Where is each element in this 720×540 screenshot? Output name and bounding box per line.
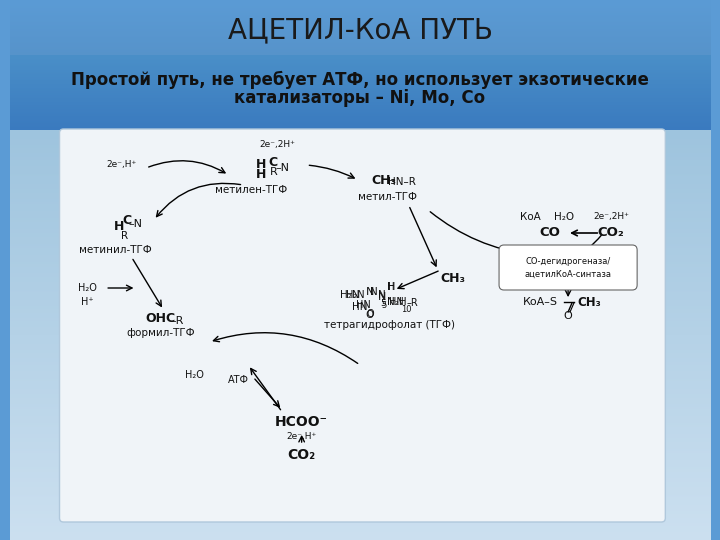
FancyBboxPatch shape (60, 129, 665, 522)
Text: 2e⁻,2H⁺: 2e⁻,2H⁺ (593, 213, 629, 221)
Text: тетрагидрофолат (ТГФ): тетрагидрофолат (ТГФ) (324, 320, 454, 330)
Text: H: H (388, 282, 396, 292)
Text: R: R (121, 231, 128, 241)
Text: H₂N: H₂N (346, 290, 364, 300)
Text: катализаторы – Ni, Mo, Co: катализаторы – Ni, Mo, Co (235, 89, 485, 107)
Text: АЦЕТИЛ-КоА ПУТЬ: АЦЕТИЛ-КоА ПУТЬ (228, 16, 492, 44)
Text: 2e⁻,H⁺: 2e⁻,H⁺ (287, 433, 317, 442)
Text: CH₃: CH₃ (577, 295, 601, 308)
Text: C: C (122, 213, 131, 226)
Text: O: O (564, 311, 572, 321)
Text: –N: –N (275, 163, 289, 173)
Text: CH₃: CH₃ (372, 173, 397, 186)
Text: 2e⁻,H⁺: 2e⁻,H⁺ (107, 160, 137, 170)
FancyBboxPatch shape (499, 245, 637, 290)
Text: H₂O: H₂O (554, 212, 575, 222)
Text: ацетилКоА-синтаза: ацетилКоА-синтаза (525, 269, 611, 279)
Text: H: H (256, 168, 266, 181)
Text: метилен-ТГФ: метилен-ТГФ (215, 185, 287, 195)
Text: H: H (387, 282, 395, 292)
Text: CO: CO (539, 226, 560, 240)
Text: 5: 5 (382, 300, 387, 309)
Text: H⁺: H⁺ (81, 297, 94, 307)
Text: HN: HN (356, 300, 370, 310)
Text: 10: 10 (402, 306, 412, 314)
Text: 2e⁻,2H⁺: 2e⁻,2H⁺ (259, 140, 295, 150)
Text: метинил-ТГФ: метинил-ТГФ (78, 245, 151, 255)
Text: Простой путь, не требует АТФ, но использует экзотические: Простой путь, не требует АТФ, но использ… (71, 71, 649, 89)
Text: –N: –N (128, 219, 143, 229)
Text: HN: HN (352, 302, 368, 312)
Text: O: O (366, 310, 374, 320)
Text: CO₂: CO₂ (287, 448, 315, 462)
Text: HCOO⁻: HCOO⁻ (275, 415, 328, 429)
Text: ОНС: ОНС (145, 312, 176, 325)
Text: CO₂: CO₂ (598, 226, 624, 240)
Text: АТФ: АТФ (228, 375, 249, 385)
Text: N: N (378, 292, 387, 302)
Text: N: N (370, 287, 377, 297)
Text: O: O (367, 309, 374, 319)
Text: H₂N: H₂N (341, 290, 360, 300)
Text: формил-ТГФ: формил-ТГФ (126, 328, 195, 338)
Text: СО-дегидрогеназа/: СО-дегидрогеназа/ (526, 258, 611, 267)
Text: –R: –R (407, 298, 418, 308)
Text: HN–R: HN–R (388, 177, 415, 187)
Text: N: N (366, 287, 374, 297)
Text: метил-ТГФ: метил-ТГФ (358, 192, 417, 202)
Text: H₂O: H₂O (185, 370, 204, 380)
Text: HN: HN (389, 297, 403, 307)
Text: C: C (268, 157, 277, 170)
Text: H₂O: H₂O (78, 283, 97, 293)
Text: КоА: КоА (520, 212, 541, 222)
Text: КоА–S: КоА–S (523, 297, 557, 307)
Text: N₂H: N₂H (387, 297, 407, 307)
Text: R: R (269, 167, 277, 177)
Text: N: N (379, 290, 386, 300)
Text: 5: 5 (380, 299, 386, 307)
Text: H: H (256, 159, 266, 172)
Text: –R: –R (171, 316, 184, 326)
Text: CH₃: CH₃ (440, 272, 465, 285)
Text: H: H (114, 220, 124, 233)
